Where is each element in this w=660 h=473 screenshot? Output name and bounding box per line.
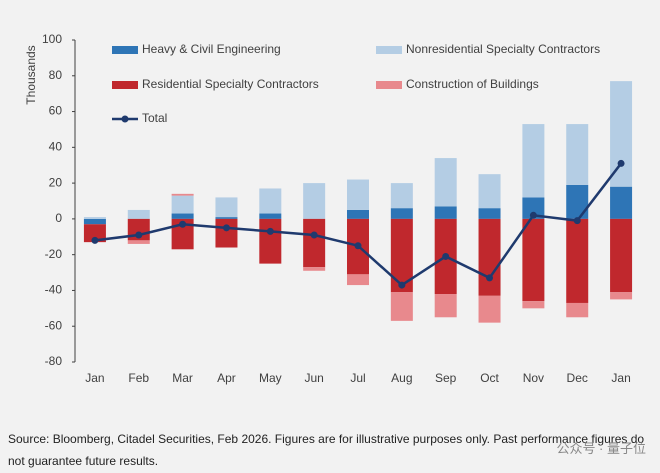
bar-segment bbox=[171, 193, 194, 196]
y-tick-label: 20 bbox=[49, 175, 63, 189]
legend-swatch bbox=[112, 81, 138, 89]
y-axis-label: Thousands bbox=[24, 45, 38, 104]
bar-segment bbox=[478, 218, 501, 296]
bar-segment bbox=[171, 213, 194, 219]
y-tick-label: -20 bbox=[45, 247, 63, 261]
total-marker bbox=[486, 274, 494, 282]
bar-segment bbox=[478, 174, 501, 209]
bar-segment bbox=[522, 197, 545, 219]
legend-marker bbox=[121, 115, 129, 123]
total-marker bbox=[398, 281, 406, 289]
bar-segment bbox=[259, 213, 282, 219]
bar-segment bbox=[259, 218, 282, 264]
bar-segment bbox=[566, 218, 589, 303]
bar-segment bbox=[347, 179, 369, 210]
legend-swatch bbox=[376, 46, 402, 54]
chart: Thousands -80 -60 -40 -20 0 20 40 60 80 100 Heavy … bbox=[24, 32, 633, 385]
bar-segment bbox=[303, 218, 326, 268]
x-tick-label: Jan bbox=[611, 371, 630, 385]
bar-segment bbox=[83, 217, 106, 219]
y-tick-label: 100 bbox=[42, 32, 62, 46]
legend-swatch bbox=[376, 81, 402, 89]
y-tick-label: 80 bbox=[49, 68, 63, 82]
bar-segment bbox=[434, 158, 457, 207]
x-tick-label: Sep bbox=[435, 371, 457, 385]
bar-segment bbox=[83, 224, 106, 243]
x-tick-label: Mar bbox=[172, 371, 193, 385]
bar-segment bbox=[215, 218, 238, 248]
source-note: Source: Bloomberg, Citadel Securities, F… bbox=[8, 432, 645, 468]
y-tick-label: -60 bbox=[45, 318, 63, 332]
legend-label: Nonresidential Specialty Contractors bbox=[406, 42, 600, 56]
bar-segment bbox=[215, 217, 238, 219]
total-marker bbox=[222, 224, 230, 232]
bar-segment bbox=[610, 81, 633, 187]
watermark: 公众号 · 量子位 bbox=[556, 441, 646, 456]
bar-segment bbox=[171, 195, 194, 214]
total-marker bbox=[179, 220, 187, 228]
bar-segment bbox=[610, 186, 633, 219]
bar-segment bbox=[566, 124, 589, 185]
total-marker bbox=[442, 252, 450, 260]
legend-label: Heavy & Civil Engineering bbox=[142, 42, 281, 56]
bar-segment bbox=[478, 208, 501, 219]
bar-segment bbox=[347, 209, 369, 219]
bar-segment bbox=[390, 218, 413, 293]
y-tick-label: -40 bbox=[45, 283, 63, 297]
bar-segment bbox=[610, 292, 633, 300]
bar-segment bbox=[522, 124, 545, 198]
x-tick-label: Nov bbox=[523, 371, 544, 385]
bar-segment bbox=[215, 197, 238, 218]
bar-segment bbox=[127, 209, 150, 219]
bar-segment bbox=[390, 292, 413, 321]
bar-segment bbox=[347, 274, 369, 286]
total-marker bbox=[529, 211, 537, 219]
bar-segment bbox=[434, 206, 457, 219]
x-tick-label: Oct bbox=[480, 371, 499, 385]
y-tick-label: 60 bbox=[49, 104, 63, 118]
total-marker bbox=[266, 227, 274, 235]
bar-segment bbox=[303, 183, 326, 219]
legend-label: Residential Specialty Contractors bbox=[142, 77, 319, 91]
total-marker bbox=[354, 242, 362, 250]
bar-segment bbox=[566, 302, 589, 318]
bar-segment bbox=[434, 294, 457, 318]
total-marker bbox=[91, 236, 99, 244]
y-tick-label: 0 bbox=[55, 211, 62, 225]
y-tick-label: 40 bbox=[49, 140, 63, 154]
x-tick-label: Dec bbox=[567, 371, 588, 385]
bar-segment bbox=[259, 188, 282, 214]
x-tick-label: Aug bbox=[391, 371, 412, 385]
x-tick-label: Jan bbox=[85, 371, 104, 385]
bar-segment bbox=[83, 218, 106, 225]
legend-label: Construction of Buildings bbox=[406, 77, 539, 91]
bar-segment bbox=[522, 218, 545, 302]
bar-segment bbox=[390, 208, 413, 219]
total-marker bbox=[310, 231, 318, 239]
bar-segment bbox=[610, 218, 633, 293]
x-tick-label: Jul bbox=[350, 371, 365, 385]
total-marker bbox=[617, 159, 625, 167]
bar-segment bbox=[303, 267, 326, 271]
legend-label: Total bbox=[142, 111, 167, 125]
bar-segment bbox=[522, 301, 545, 309]
legend-swatch bbox=[112, 46, 138, 54]
bar-segment bbox=[127, 240, 150, 244]
total-marker bbox=[573, 217, 581, 225]
bar-segment bbox=[566, 184, 589, 219]
x-tick-label: Jun bbox=[304, 371, 323, 385]
x-tick-label: Feb bbox=[128, 371, 149, 385]
y-tick-label: -80 bbox=[45, 354, 63, 368]
bar-segment bbox=[478, 295, 501, 323]
total-marker bbox=[135, 231, 143, 239]
bar-segment bbox=[390, 183, 413, 209]
x-tick-label: May bbox=[259, 371, 282, 385]
x-tick-label: Apr bbox=[217, 371, 236, 385]
